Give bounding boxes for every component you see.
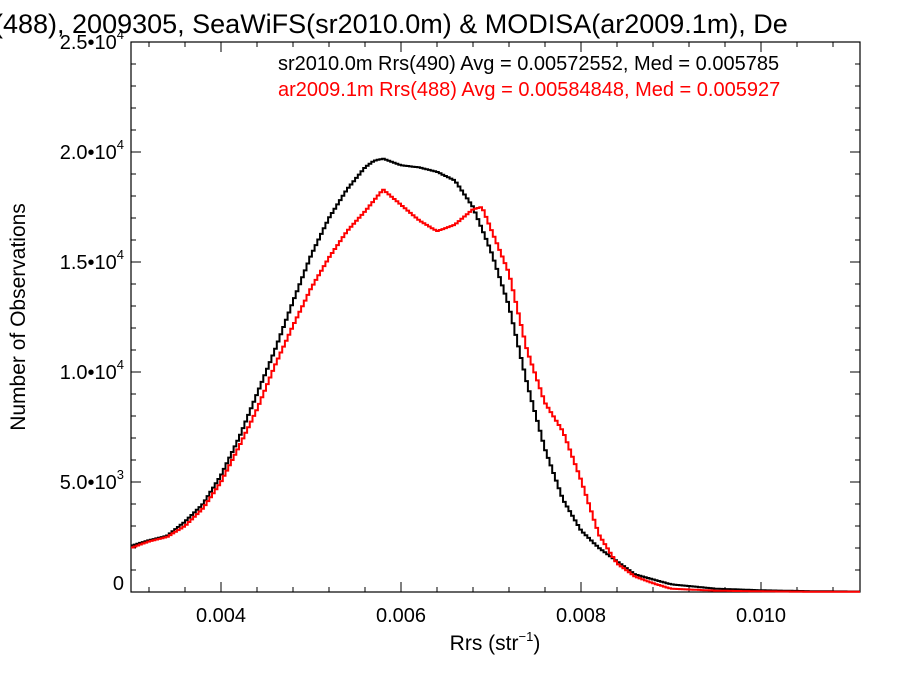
legend-entry-black: sr2010.0m Rrs(490) Avg = 0.00572552, Med… (278, 53, 779, 75)
y-tick-label: 2.5•104 (60, 27, 124, 54)
y-tick-label: 1.5•104 (60, 247, 124, 274)
y-axis-label: Number of Observations (7, 203, 30, 431)
y-tick-label-base: 2.5•10 (60, 32, 117, 54)
y-tick-label-exponent: 4 (117, 137, 124, 152)
x-axis-label: Rrs (str−1) (450, 629, 541, 655)
y-tick-label: 1.0•104 (60, 357, 124, 384)
y-tick-label: 5.0•103 (60, 467, 124, 494)
series-layer (131, 157, 860, 593)
y-tick-label-exponent: 4 (117, 357, 124, 372)
plot-area (130, 41, 861, 593)
x-tick-label: 0.004 (196, 605, 246, 627)
x-axis-label-main: Rrs (str (450, 632, 519, 655)
y-tick-label-base: 5.0•10 (60, 472, 117, 494)
y-tick-label-base: 1.5•10 (60, 252, 117, 274)
legend-entry-red: ar2009.1m Rrs(488) Avg = 0.00584848, Med… (278, 79, 780, 101)
plot-frame (130, 41, 861, 593)
series-line-black (131, 157, 860, 593)
series-line-red (131, 188, 860, 593)
x-tick-label: 0.006 (376, 605, 426, 627)
y-tick-label-exponent: 4 (117, 247, 124, 262)
y-tick-label-base: 0 (113, 573, 124, 595)
y-tick-label-exponent: 3 (117, 467, 124, 482)
x-tick-label: 0.008 (556, 605, 606, 627)
legend: sr2010.0m Rrs(490) Avg = 0.00572552, Med… (278, 53, 780, 101)
y-tick-label: 0 (113, 573, 124, 595)
x-axis-label-close: ) (533, 632, 540, 655)
x-tick-label: 0.010 (736, 605, 786, 627)
y-tick-label-base: 1.0•10 (60, 362, 117, 384)
x-axis: 0.004 0.006 0.008 0.010 (148, 42, 834, 627)
y-tick-label-base: 2.0•10 (60, 142, 117, 164)
chart-title: (488), 2009305, SeaWiFS(sr2010.0m) & MOD… (0, 9, 788, 39)
y-tick-label-exponent: 4 (117, 27, 124, 42)
y-tick-label: 2.0•104 (60, 137, 124, 164)
x-axis-label-exponent: −1 (519, 629, 534, 644)
